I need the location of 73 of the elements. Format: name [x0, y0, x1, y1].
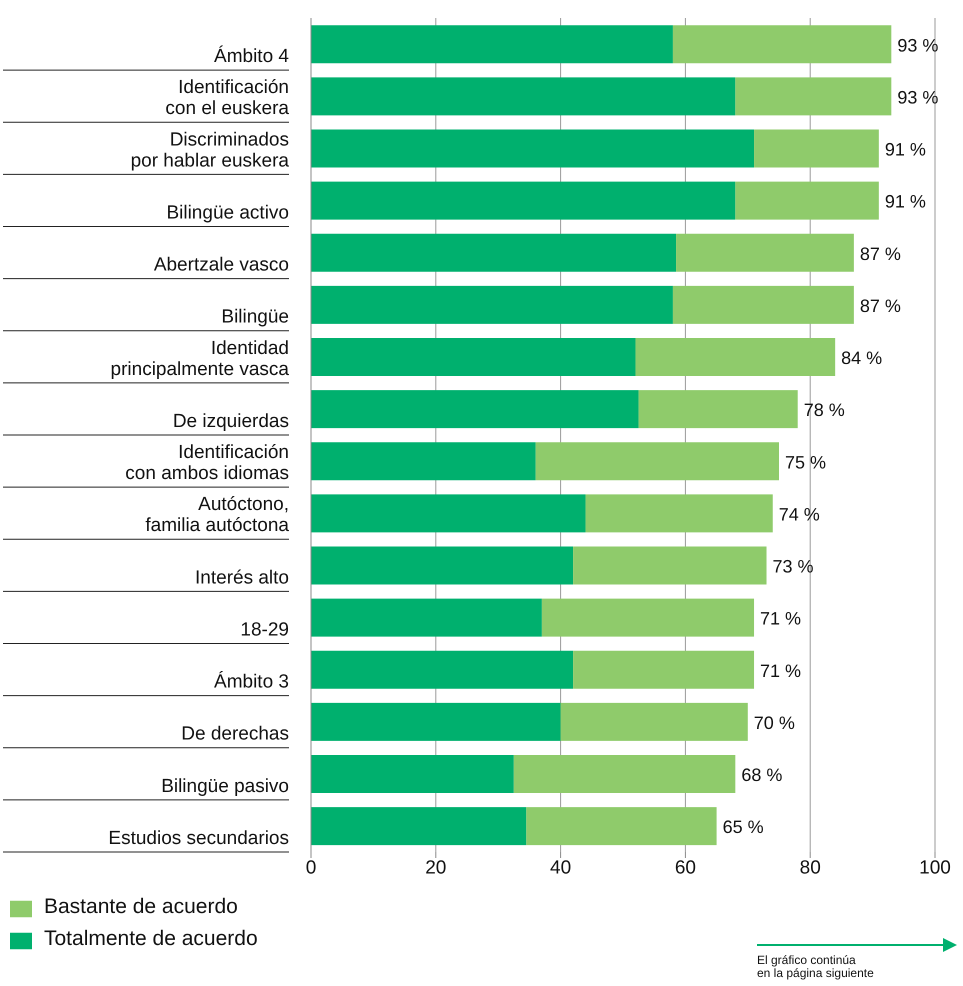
bar [676, 234, 854, 272]
total-label: 87 % [860, 244, 901, 264]
bar [672, 25, 892, 64]
total-label: 93 % [897, 87, 938, 108]
bar [311, 77, 736, 116]
text: El gráfico continúa en la página siguiente [757, 953, 875, 980]
bar [635, 338, 836, 376]
x-tick-label: 40 [550, 857, 572, 878]
bar [586, 494, 773, 532]
bar [573, 546, 767, 585]
y-tick-label: De izquierdas [172, 410, 289, 432]
bar [311, 390, 639, 428]
bar [311, 546, 574, 585]
bar [754, 130, 879, 168]
bar [311, 130, 754, 168]
legend-label: Totalmente de acuerdo [44, 927, 258, 950]
y-tick-label: Identificación con ambos idiomas [125, 442, 289, 484]
bar [311, 598, 542, 637]
total-label: 87 % [860, 296, 901, 316]
y-tick-label: Identidad principalmente vasca [110, 338, 290, 380]
bar [311, 442, 536, 480]
bar [311, 755, 514, 794]
bar [311, 494, 586, 532]
total-label: 74 % [778, 504, 820, 524]
bar [311, 182, 736, 220]
bar [573, 650, 754, 689]
x-tick-label: 60 [674, 857, 696, 878]
bar [311, 650, 574, 689]
y-tick-label: Bilingüe activo [166, 202, 289, 224]
bar [311, 338, 636, 376]
bar [311, 807, 526, 846]
y-tick-label: Abertzale vasco [154, 254, 289, 276]
bar [735, 182, 879, 220]
bar [735, 77, 892, 116]
x-tick-label: 80 [800, 857, 821, 878]
bar [560, 702, 748, 741]
bar [542, 598, 754, 637]
total-label: 71 % [760, 608, 802, 629]
bar [536, 442, 779, 480]
y-tick-label: Discriminados por hablar euskera [130, 129, 290, 172]
y-tick-label: Bilingüe [221, 306, 289, 328]
x-tick-label: 20 [425, 857, 446, 878]
total-label: 91 % [884, 140, 926, 160]
bar [672, 286, 854, 324]
total-label: 75 % [785, 452, 826, 472]
bar [526, 807, 717, 846]
y-tick-label: Autóctono, familia autóctona [145, 494, 290, 536]
y-tick-label: Ámbito 4 [214, 45, 290, 68]
total-label: 73 % [772, 556, 814, 577]
bar [311, 234, 676, 272]
total-label: 68 % [741, 765, 782, 786]
y-tick-label: De derechas [181, 724, 289, 745]
total-label: 65 % [722, 817, 764, 838]
bar [311, 25, 673, 64]
total-label: 71 % [760, 660, 802, 681]
bar [311, 702, 561, 741]
bar [514, 755, 736, 794]
total-label: 70 % [754, 712, 795, 733]
y-tick-label: Interés alto [195, 567, 289, 588]
y-tick-label: 18-29 [240, 619, 289, 640]
total-label: 78 % [804, 400, 845, 420]
x-tick-label: 100 [919, 857, 951, 878]
bar [311, 286, 673, 324]
y-tick-label: Ámbito 3 [214, 670, 289, 693]
total-label: 91 % [884, 192, 926, 212]
y-tick-label: Identificación con el euskera [165, 77, 290, 120]
total-label: 84 % [841, 348, 882, 368]
total-label: 93 % [897, 35, 938, 56]
x-tick-label: 0 [306, 857, 316, 878]
legend-label: Bastante de acuerdo [44, 895, 238, 918]
y-tick-label: Bilingüe pasivo [161, 776, 289, 797]
bar [638, 390, 798, 428]
y-tick-label: Estudios secundarios [108, 828, 289, 849]
